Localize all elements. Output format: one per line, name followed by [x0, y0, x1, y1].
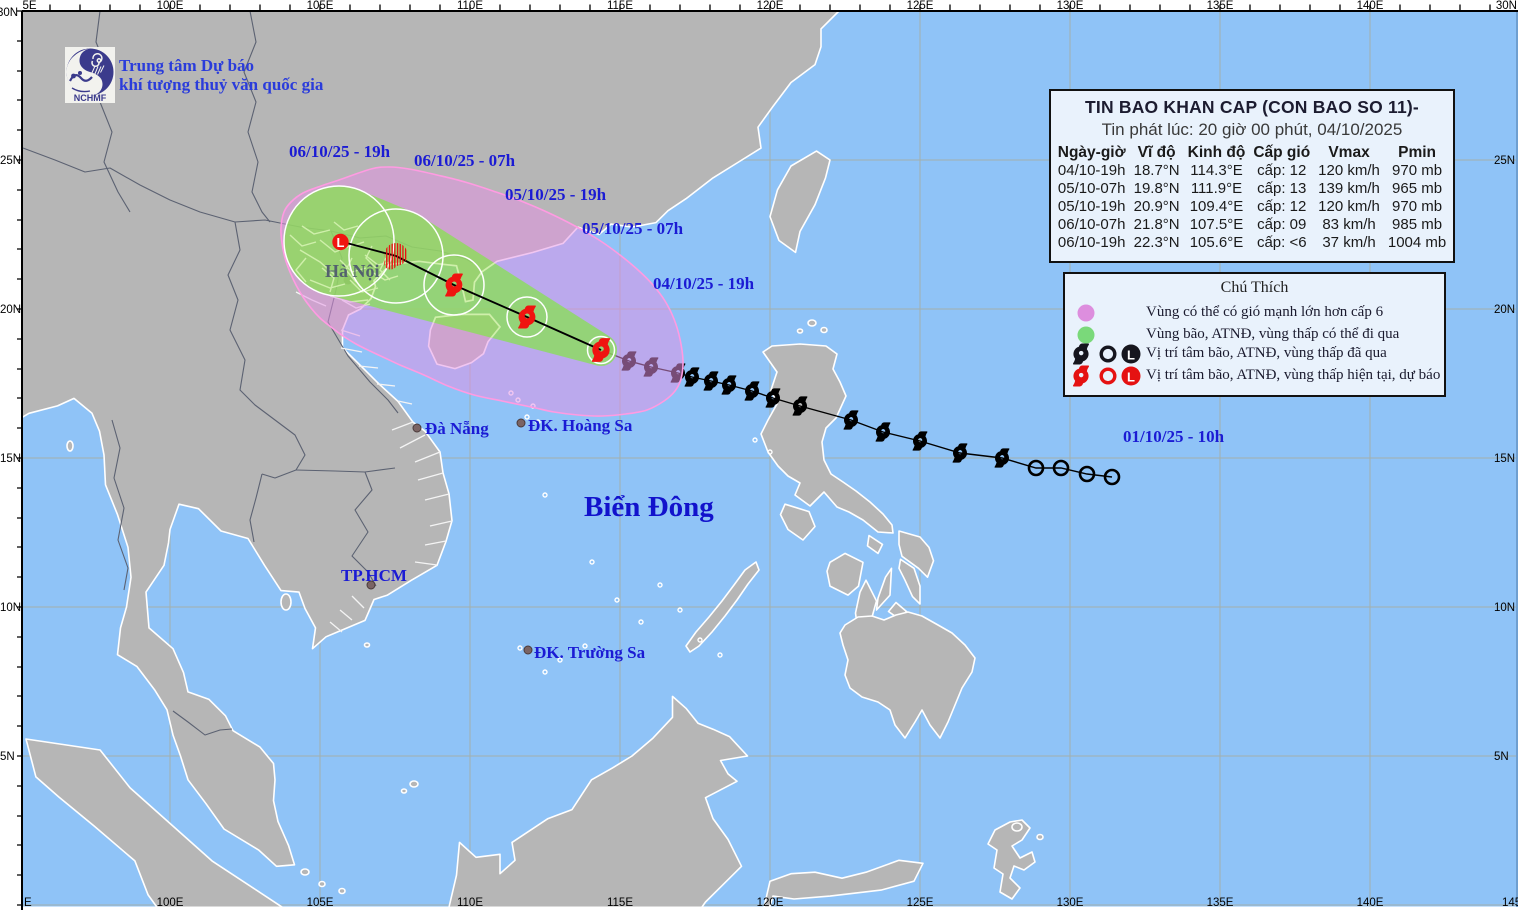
svg-text:04/10/25 - 19h: 04/10/25 - 19h — [653, 274, 755, 293]
svg-text:100E: 100E — [157, 897, 184, 909]
svg-text:05/10/25 - 19h: 05/10/25 - 19h — [505, 185, 607, 204]
svg-text:5N: 5N — [0, 751, 15, 763]
svg-text:105E: 105E — [307, 0, 334, 12]
svg-text:khí tượng thuỷ văn quốc gia: khí tượng thuỷ văn quốc gia — [119, 75, 324, 94]
svg-text:140E: 140E — [1357, 0, 1384, 12]
svg-text:05/10/25 - 07h: 05/10/25 - 07h — [582, 219, 684, 238]
svg-text:125E: 125E — [907, 0, 934, 12]
svg-text:15N: 15N — [0, 453, 21, 465]
svg-text:L: L — [337, 235, 345, 250]
svg-text:20N: 20N — [1494, 304, 1515, 316]
svg-text:115E: 115E — [607, 0, 633, 12]
svg-text:15N: 15N — [1494, 453, 1515, 465]
svg-text:Trung tâm Dự báo: Trung tâm Dự báo — [119, 56, 254, 75]
svg-text:105E: 105E — [307, 897, 334, 909]
svg-text:30N: 30N — [0, 7, 18, 19]
svg-text:120E: 120E — [757, 897, 784, 909]
svg-text:135E: 135E — [1207, 0, 1234, 12]
svg-text:Đà Nẵng: Đà Nẵng — [425, 419, 489, 438]
svg-text:120E: 120E — [757, 0, 784, 12]
svg-text:ĐK. Trường Sa: ĐK. Trường Sa — [534, 643, 646, 662]
svg-text:125E: 125E — [907, 897, 934, 909]
svg-text:130E: 130E — [1057, 897, 1084, 909]
svg-text:TP.HCM: TP.HCM — [341, 566, 407, 585]
svg-text:5N: 5N — [1494, 751, 1509, 763]
svg-text:10N: 10N — [1494, 602, 1515, 614]
svg-text:06/10/25 - 07h: 06/10/25 - 07h — [414, 151, 516, 170]
svg-text:10N: 10N — [0, 602, 21, 614]
svg-text:130E: 130E — [1057, 0, 1084, 12]
svg-text:E: E — [24, 897, 32, 909]
svg-text:135E: 135E — [1207, 897, 1234, 909]
svg-text:25N: 25N — [0, 155, 21, 167]
svg-text:110E: 110E — [457, 0, 483, 12]
svg-text:30N: 30N — [1496, 0, 1517, 12]
svg-text:L: L — [1127, 348, 1135, 363]
svg-text:ĐK. Hoàng Sa: ĐK. Hoàng Sa — [528, 416, 633, 435]
svg-text:Biển Đông: Biển Đông — [584, 491, 714, 523]
svg-text:25N: 25N — [1494, 155, 1515, 167]
svg-text:5E: 5E — [23, 0, 37, 12]
svg-text:01/10/25 - 10h: 01/10/25 - 10h — [1123, 427, 1225, 446]
svg-text:140E: 140E — [1357, 897, 1384, 909]
svg-text:06/10/25 - 19h: 06/10/25 - 19h — [289, 142, 391, 161]
svg-text:110E: 110E — [457, 897, 483, 909]
svg-text:145E: 145E — [1502, 897, 1518, 909]
svg-text:20N: 20N — [0, 304, 21, 316]
svg-text:Hà Nội: Hà Nội — [325, 261, 380, 281]
svg-text:L: L — [1127, 370, 1135, 385]
svg-text:NCHMF: NCHMF — [74, 93, 107, 103]
svg-text:115E: 115E — [607, 897, 633, 909]
svg-text:100E: 100E — [157, 0, 184, 12]
